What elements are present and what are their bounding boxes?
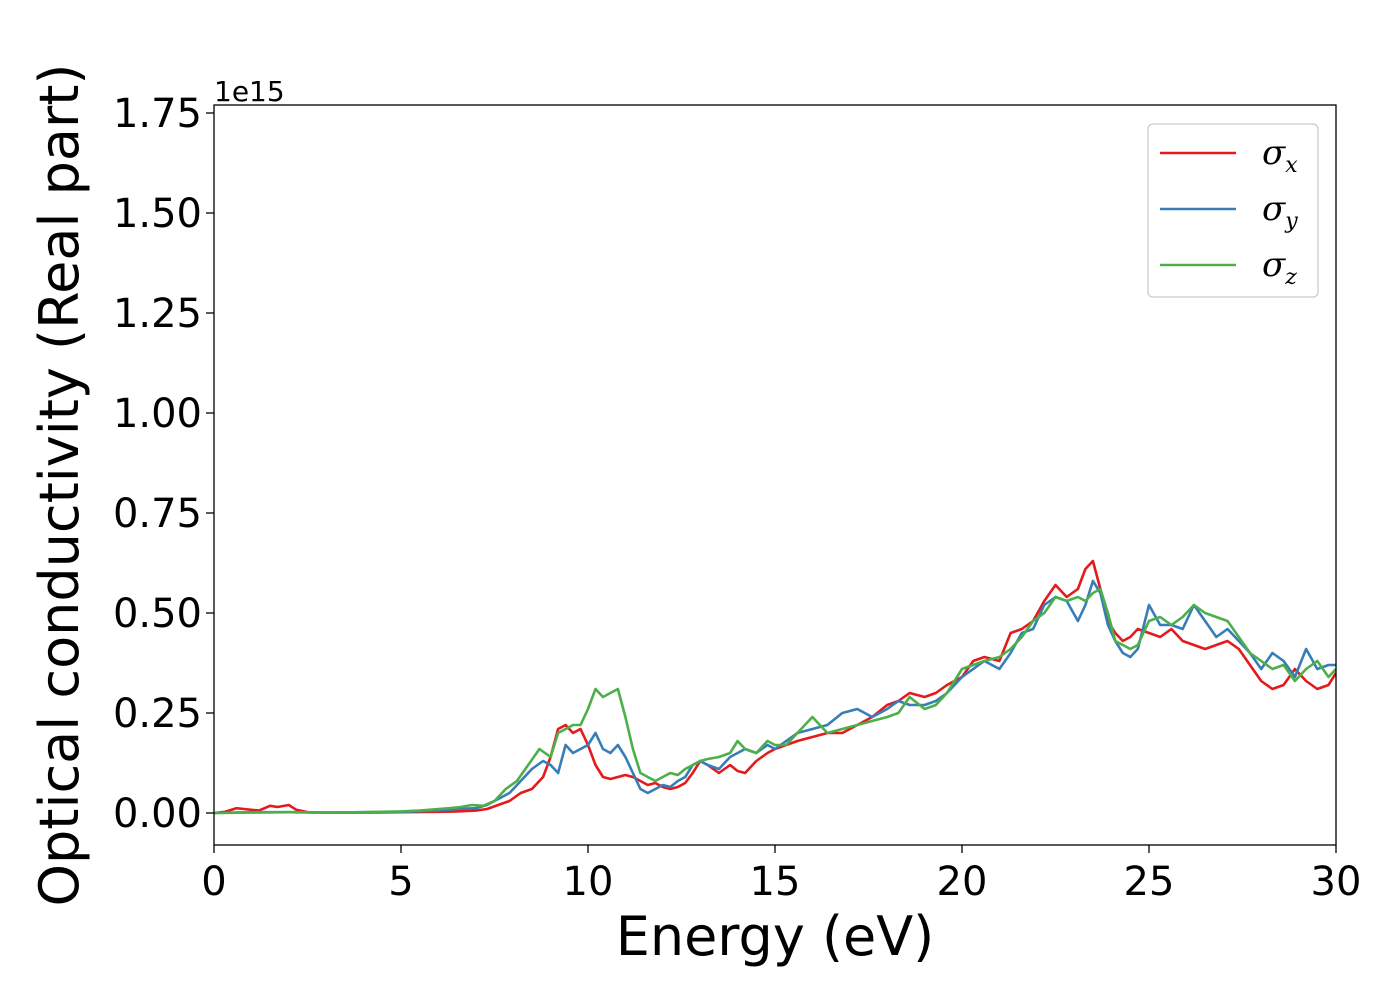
- y-tick-label: 1.00: [113, 391, 202, 437]
- axis-ticks: 0 5 10 15 20 25 30 0.00 0.25 0.50 0.75 1.00 1.25 1.50…: [113, 91, 1362, 905]
- series-line-y: [214, 579, 1336, 815]
- legend: σx σy σz: [1147, 123, 1319, 298]
- x-axis-title: Energy (eV): [616, 905, 935, 968]
- x-tick-label: 5: [388, 859, 413, 905]
- x-tick-label: 30: [1311, 859, 1362, 905]
- series-lines: [214, 559, 1336, 815]
- x-tick-label: 10: [563, 859, 614, 905]
- y-tick-label: 0.00: [113, 791, 202, 837]
- legend-box: [1147, 123, 1319, 298]
- y-tick-label: 0.50: [113, 591, 202, 637]
- x-tick-label: 25: [1124, 859, 1175, 905]
- x-tick-label: 15: [750, 859, 801, 905]
- legend-label-z: σz: [1262, 245, 1297, 290]
- legend-label-y: σy: [1262, 189, 1298, 234]
- series-line-z: [214, 587, 1336, 815]
- x-tick-label: 20: [937, 859, 988, 905]
- y-tick-label: 1.50: [113, 191, 202, 237]
- legend-label-x: σx: [1262, 133, 1298, 178]
- y-tick-label: 0.25: [113, 691, 202, 737]
- y-tick-label: 1.75: [113, 91, 202, 137]
- series-line-x: [214, 559, 1336, 815]
- y-tick-label: 1.25: [113, 291, 202, 337]
- y-tick-label: 0.75: [113, 491, 202, 537]
- y-axis-title: Optical conductivity (Real part): [28, 64, 91, 907]
- x-tick-label: 0: [201, 859, 226, 905]
- y-offset-label: 1e15: [214, 75, 285, 108]
